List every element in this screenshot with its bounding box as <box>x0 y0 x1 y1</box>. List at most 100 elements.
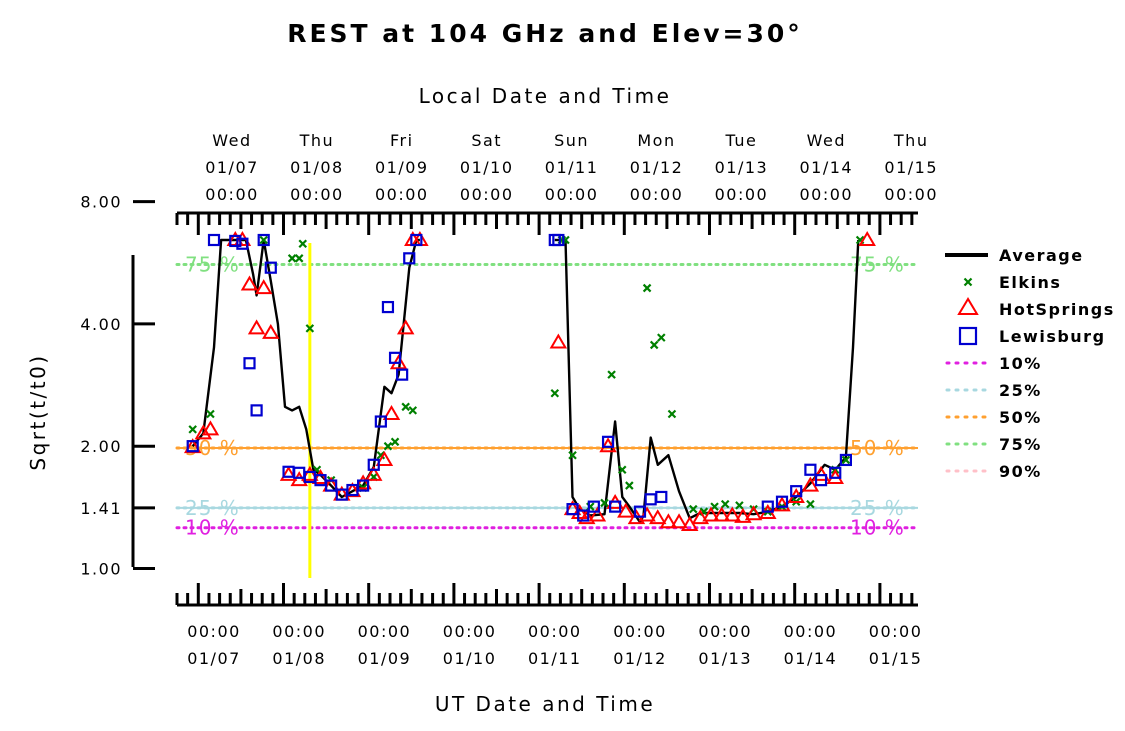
bottom-tick-time: 00:00 <box>528 622 582 641</box>
x-stroke <box>287 254 297 263</box>
elkins-point <box>383 441 393 451</box>
lewisburg-point <box>775 495 789 508</box>
hotsprings-point <box>254 279 273 295</box>
lewisburg-point <box>229 234 242 248</box>
lewisburg-point <box>396 368 409 381</box>
legend-label: Elkins <box>999 273 1061 292</box>
lewisburg-point <box>601 435 615 448</box>
legend-item-average: Average <box>945 246 1082 265</box>
x-stroke <box>607 370 616 379</box>
hotsprings-point <box>773 496 791 512</box>
bottom-tick-date: 01/08 <box>272 649 326 668</box>
elkins-point <box>625 481 634 490</box>
x-stroke <box>657 333 666 342</box>
elkins-point <box>617 465 627 475</box>
elkins-point <box>408 406 418 415</box>
top-tick-date: 01/12 <box>630 158 684 177</box>
x-stroke <box>305 324 315 333</box>
x-stroke <box>550 388 560 398</box>
top-tick-day: Sun <box>554 131 589 150</box>
y-tick-label: 8.00 <box>80 193 122 212</box>
x-stroke <box>735 501 744 510</box>
elkins-point <box>735 501 744 510</box>
top-tick-day: Sat <box>471 131 502 150</box>
x-stroke <box>617 465 627 475</box>
hotsprings-point <box>279 465 298 481</box>
hotsprings-point <box>649 509 667 525</box>
elkins-point <box>600 498 609 508</box>
bottom-tick-date: 01/10 <box>443 649 497 668</box>
hotsprings-point <box>588 506 607 522</box>
legend-triangle-marker <box>957 297 979 315</box>
lewisburg-point <box>325 479 338 492</box>
x-stroke <box>625 481 634 490</box>
top-tick-date: 01/08 <box>290 158 344 177</box>
bottom-tick-time: 00:00 <box>869 622 923 641</box>
top-tick-date: 01/10 <box>460 158 514 177</box>
bottom-tick-time: 00:00 <box>272 622 326 641</box>
x-stroke <box>806 499 815 509</box>
hotsprings-point <box>702 506 720 522</box>
x-stroke <box>568 450 577 460</box>
lewisburg-point <box>829 466 842 479</box>
top-tick-day: Wed <box>807 131 846 150</box>
x-stroke <box>298 239 308 249</box>
top-tick-day: Wed <box>212 131 251 150</box>
hotsprings-point <box>247 319 266 335</box>
legend-square-marker <box>958 326 978 346</box>
percentile-label-left: 50 % <box>185 436 240 460</box>
top-tick-day: Thu <box>893 131 929 150</box>
elkins-point <box>607 370 616 379</box>
y-axis-label: Sqrt(t/t0) <box>26 353 50 470</box>
top-tick-time: 00:00 <box>884 185 938 204</box>
legend-item-10: 10% <box>945 354 1040 373</box>
hotsprings-point <box>262 323 280 339</box>
lewisburg-point <box>357 479 370 492</box>
top-tick-time: 00:00 <box>715 185 769 204</box>
hotsprings-point <box>599 437 617 453</box>
lewisburg-point <box>655 490 668 504</box>
top-tick-date: 01/14 <box>799 158 853 177</box>
hotsprings-point <box>723 506 742 522</box>
lewisburg-point <box>566 503 579 516</box>
elkins-point <box>305 324 315 333</box>
lewisburg-point <box>236 237 249 250</box>
percentile-label-right: 25 % <box>850 496 905 520</box>
elkins-point <box>259 235 268 245</box>
bottom-tick-date: 01/07 <box>187 649 241 668</box>
lewisburg-point <box>587 500 600 513</box>
legend-item-50: 50% <box>945 408 1040 427</box>
lewisburg-point <box>609 500 622 513</box>
hotsprings-point <box>354 474 372 490</box>
lewisburg-point <box>814 474 828 487</box>
x-stroke <box>688 504 698 514</box>
legend-item-25: 25% <box>945 381 1040 400</box>
x-stroke <box>600 498 609 508</box>
elkins-point <box>720 499 730 509</box>
hotsprings-point <box>201 420 220 436</box>
x-stroke <box>259 235 268 245</box>
top-tick-time: 00:00 <box>545 185 599 204</box>
hotsprings-point <box>570 503 589 519</box>
elkins-point <box>294 254 304 263</box>
bottom-tick-date: 01/15 <box>869 649 923 668</box>
legend-label: 75% <box>999 435 1042 454</box>
top-tick-time: 00:00 <box>460 185 514 204</box>
top-tick-date: 01/15 <box>884 158 938 177</box>
y-tick-label: 1.41 <box>80 499 122 518</box>
top-tick-date: 01/07 <box>205 158 259 177</box>
legend-label: Lewisburg <box>999 327 1106 346</box>
x-stroke <box>383 441 393 451</box>
lewisburg-point <box>374 415 387 428</box>
bottom-tick-time: 00:00 <box>358 622 412 641</box>
plot-area <box>183 231 876 578</box>
lewisburg-point <box>264 261 277 274</box>
elkins-point <box>401 402 410 412</box>
hotsprings-point <box>343 482 362 498</box>
top-tick-time: 00:00 <box>205 185 259 204</box>
elkins-point <box>390 437 400 447</box>
lewisburg-point <box>186 440 199 453</box>
percentile-lines: 10 % 10 %25 % 25 %50 % 50 %75 % 75 % <box>175 253 920 540</box>
top-tick-date: 01/09 <box>375 158 429 177</box>
bottom-tick-time: 00:00 <box>613 622 667 641</box>
